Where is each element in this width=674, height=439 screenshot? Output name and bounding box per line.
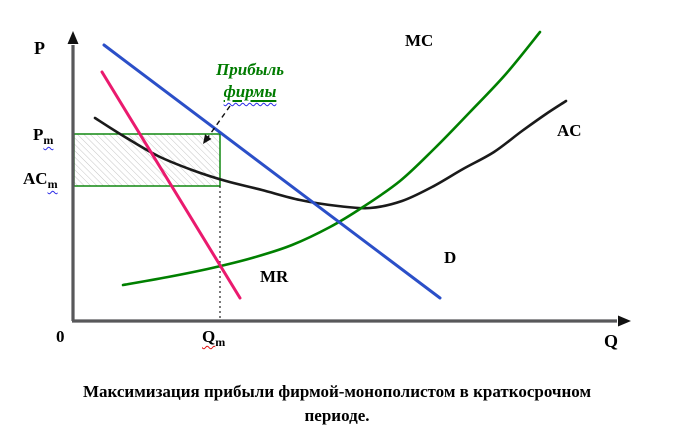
ac-curve-label: AC	[557, 121, 582, 140]
profit-annotation: Прибыль фирмы	[185, 59, 315, 103]
d-curve	[102, 43, 442, 300]
caption-line2: периоде.	[304, 406, 370, 425]
annotation-arrow	[205, 105, 231, 141]
caption: Максимизация прибыли фирмой-монополистом…	[0, 380, 674, 428]
qm-base: Q	[202, 327, 216, 346]
acm-subscript: m	[47, 177, 58, 191]
ac-curve	[93, 99, 568, 210]
mr-curve-label: MR	[260, 267, 289, 286]
acm-base: AC	[23, 169, 48, 188]
annotation-arrowhead-icon	[203, 134, 212, 144]
mr-curve	[100, 70, 242, 300]
qm-label: Qm	[202, 327, 226, 349]
pm-subscript: m	[43, 133, 54, 147]
acm-label: ACm	[23, 169, 58, 191]
caption-line1: Максимизация прибыли фирмой-монополистом…	[82, 382, 592, 401]
profit-annotation-line2: фирмы	[223, 82, 277, 101]
y-axis-arrowhead-icon	[67, 31, 79, 44]
origin-label: 0	[56, 327, 65, 346]
pm-base: P	[33, 125, 44, 144]
profit-rectangle	[73, 133, 221, 187]
d-curve-label: D	[444, 248, 457, 267]
qm-subscript: m	[215, 335, 226, 349]
q-axis-label: Q	[604, 331, 619, 351]
pm-label: Pm	[33, 125, 54, 147]
profit-annotation-line1: Прибыль	[216, 60, 284, 79]
mc-curve	[121, 30, 542, 287]
x-axis-arrowhead-icon	[618, 315, 631, 327]
p-axis-label: P	[34, 38, 45, 58]
mc-curve-label: MC	[405, 31, 434, 50]
